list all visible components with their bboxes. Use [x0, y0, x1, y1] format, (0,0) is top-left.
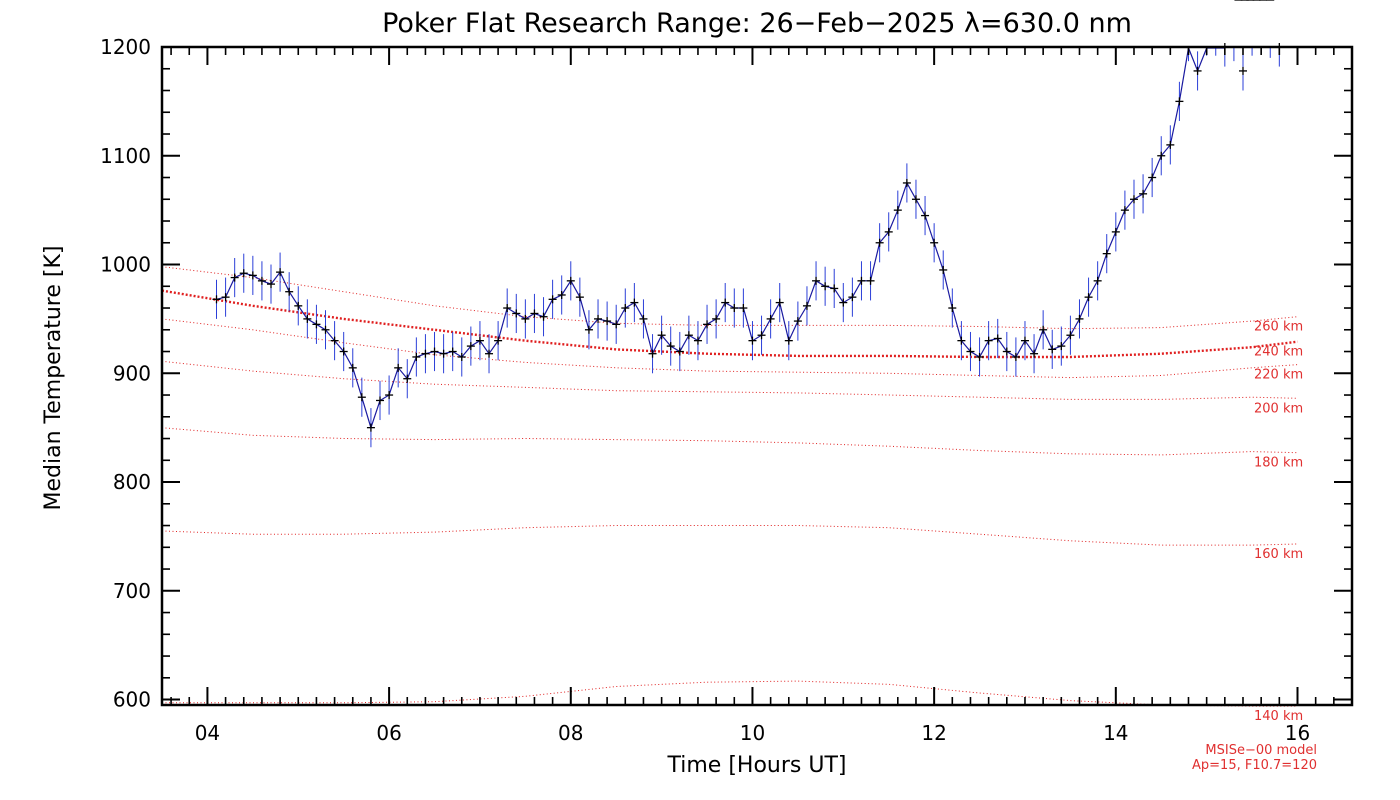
- tick-labels: 04 06 08 10 12 14 16 600 700 800 900 1000 1100 1200: [100, 35, 1310, 745]
- model-label-160-km: 160 km: [1254, 547, 1303, 562]
- model-curve-200-km: [161, 360, 1298, 400]
- x-tick-label: 14: [1103, 721, 1128, 745]
- y-tick-label: 1000: [100, 253, 151, 277]
- model-curve-180-km: [161, 427, 1298, 456]
- measured-line: [216, 45, 1225, 430]
- y-tick-label: 600: [113, 688, 151, 712]
- measured-series: [216, 45, 1225, 430]
- x-tick-label: 16: [1285, 721, 1310, 745]
- model-curve-240-km: [161, 289, 1298, 359]
- model-curve-220-km: [161, 318, 1298, 379]
- plot-border: [160, 45, 1354, 707]
- y-tick-label: 1200: [100, 35, 151, 59]
- y-tick-label: 900: [113, 361, 151, 385]
- x-tick-label: 04: [195, 721, 220, 745]
- chart-title: Poker Flat Research Range: 26−Feb−2025 λ…: [382, 8, 1132, 39]
- y-tick-label: 700: [113, 579, 151, 603]
- model-curves: [161, 266, 1298, 707]
- x-tick-label: 10: [740, 721, 765, 745]
- axis-ticks: [162, 46, 1352, 705]
- x-tick-label: 12: [921, 721, 946, 745]
- model-altitude-labels: 260 km 240 km 220 km 200 km 180 km 160 km 140 …: [1254, 320, 1303, 724]
- model-curve-160-km: [161, 525, 1298, 546]
- x-axis-label: Time [Hours UT]: [667, 753, 847, 778]
- data-markers: [212, 0, 1284, 432]
- y-tick-label: 800: [113, 470, 151, 494]
- model-source-label: MSISe−00 model: [1205, 743, 1317, 758]
- model-params-label: Ap=15, F10.7=120: [1192, 758, 1317, 773]
- model-label-140-km: 140 km: [1254, 709, 1303, 724]
- y-tick-label: 1100: [100, 144, 151, 168]
- plot-frame: [160, 45, 1354, 707]
- model-label-220-km: 220 km: [1254, 368, 1303, 383]
- model-label-180-km: 180 km: [1254, 456, 1303, 471]
- model-label-260-km: 260 km: [1254, 320, 1303, 335]
- model-curve-260-km: [161, 266, 1298, 330]
- x-tick-label: 06: [376, 721, 401, 745]
- x-tick-label: 08: [558, 721, 583, 745]
- model-label-200-km: 200 km: [1254, 401, 1303, 416]
- y-axis-label: Median Temperature [K]: [41, 246, 66, 511]
- model-curve-140-km: [162, 680, 1298, 707]
- model-label-240-km: 240 km: [1254, 345, 1303, 360]
